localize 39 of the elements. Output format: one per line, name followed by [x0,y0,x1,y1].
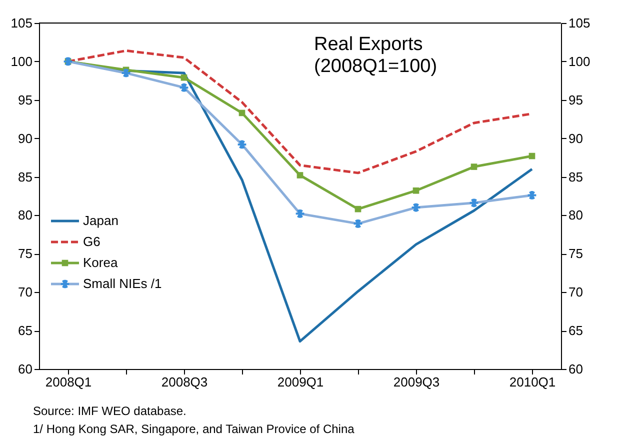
y-tick-label: 100 [10,54,32,69]
y-tick-label: 95 [18,92,32,108]
legend-label: Korea [83,255,118,270]
x-tick-label: 2009Q3 [393,374,440,390]
y2-tick-label: 90 [568,130,583,146]
y2-tick-label: 60 [568,362,583,376]
y-tick-label: 60 [18,362,32,376]
x-tick-label: 2010Q1 [509,374,556,390]
y2-tick-label: 105 [568,16,590,30]
x-tick-label: 2008Q1 [45,374,92,390]
legend-label: Small NIEs /1 [83,276,162,291]
x-tick-label: 2009Q1 [277,374,324,390]
y2-tick-label: 100 [568,54,590,69]
y2-tick-label: 95 [568,92,583,108]
y-tick-label: 105 [10,16,32,30]
text: 1/ Hong Kong SAR, Singapore, and Taiwan Provice of China [33,422,355,436]
y-tick-label: 75 [18,246,32,262]
y-tick-label: 90 [18,130,32,146]
y2-tick-label: 70 [568,284,583,300]
point [528,152,536,160]
point [412,187,420,194]
point [180,74,188,81]
y-tick-label: 70 [18,284,32,300]
point [354,206,362,212]
y-tick-label: 80 [18,208,32,223]
text: Real Exports (2008Q1=100) [314,34,438,77]
y-tick-label: 65 [18,323,32,338]
legend-label: Japan [83,213,118,228]
point [296,172,304,178]
y2-tick-label: 80 [568,208,583,223]
source-note: Source: IMF WEO database. [33,404,186,418]
legend-label: G6 [83,234,100,249]
point [470,164,478,170]
y2-tick-label: 85 [568,169,583,184]
x-tick-label: 2008Q3 [161,374,208,390]
y-tick-label: 85 [18,169,32,184]
y2-tick-label: 75 [568,246,583,262]
y2-tick-label: 65 [568,323,583,338]
point [238,110,246,116]
